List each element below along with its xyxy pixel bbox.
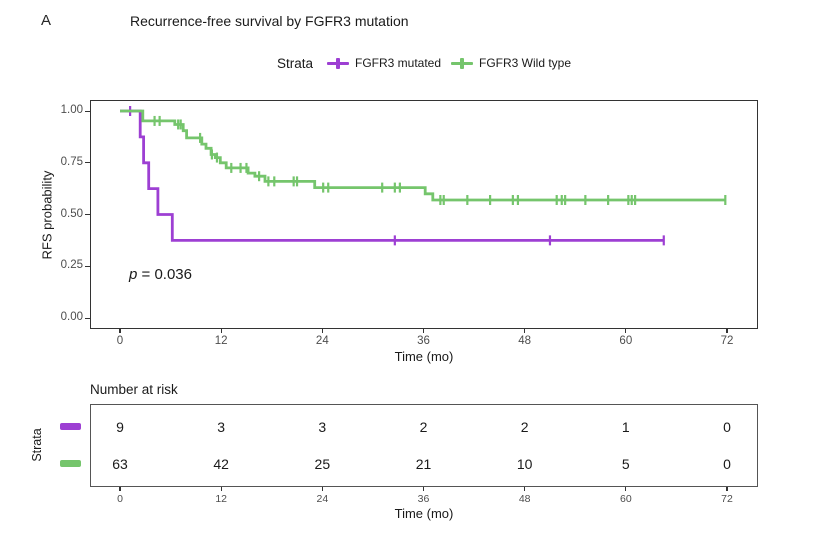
risk-count: 0 (723, 419, 731, 435)
pvalue-annotation: p = 0.036 (129, 266, 192, 283)
risk-x-tick-label: 0 (117, 493, 123, 505)
x-tick-mark (220, 329, 222, 333)
risk-table-title: Number at risk (90, 382, 178, 397)
y-tick-label: 0.50 (60, 207, 83, 220)
legend: Strata FGFR3 mutated FGFR3 Wild type (90, 50, 758, 76)
x-tick-mark (422, 329, 425, 333)
y-tick-label: 1.00 (60, 104, 83, 116)
pvalue-symbol: p (129, 266, 138, 283)
risk-x-tick-mark (524, 487, 526, 491)
risk-count: 21 (415, 456, 432, 472)
y-tick-label: 0.00 (60, 311, 83, 323)
legend-item-wildtype: FGFR3 Wild type (451, 56, 571, 70)
risk-count: 25 (314, 456, 331, 472)
y-tick-mark (85, 110, 90, 112)
risk-x-tick-label: 36 (417, 493, 430, 505)
survival-plot-panel (90, 100, 758, 329)
plot-border (90, 100, 758, 329)
y-tick-mark (85, 162, 90, 164)
y-tick-mark (85, 317, 90, 319)
risk-count: 3 (217, 419, 226, 435)
risk-count: 5 (621, 456, 630, 472)
y-tick-label: 0.75 (60, 155, 83, 168)
risk-count: 3 (318, 419, 327, 435)
risk-x-tick-label: 48 (518, 493, 531, 505)
x-axis-title: Time (mo) (394, 349, 454, 364)
risk-x-axis-title: Time (mo) (394, 506, 454, 521)
x-tick-label: 72 (720, 335, 734, 347)
risk-x-tick-mark (422, 487, 425, 491)
x-tick-label: 24 (315, 335, 329, 347)
risk-x-tick-mark (220, 487, 222, 491)
risk-table-axis-label: Strata (30, 428, 44, 462)
risk-table-panel (90, 404, 758, 487)
risk-x-tick-label: 60 (619, 493, 632, 505)
legend-title: Strata (276, 55, 313, 71)
x-tick-label: 0 (116, 335, 124, 347)
risk-x-tick-mark (321, 487, 323, 491)
x-tick-label: 36 (417, 335, 430, 347)
risk-x-tick-mark (726, 487, 728, 491)
legend-item-label: FGFR3 Wild type (479, 56, 572, 70)
risk-count: 9 (116, 419, 124, 435)
risk-x-tick-mark (625, 487, 627, 491)
x-tick-label: 12 (214, 335, 228, 347)
risk-count: 1 (621, 419, 630, 435)
strata-swatch-wildtype (60, 460, 81, 467)
x-tick-mark (119, 329, 121, 333)
risk-count: 2 (520, 419, 529, 435)
risk-x-tick-label: 24 (316, 493, 329, 505)
y-tick-mark (85, 265, 90, 267)
legend-item-mutated: FGFR3 mutated (326, 56, 442, 70)
pvalue-rest: = 0.036 (137, 266, 192, 283)
panel-label: A (41, 12, 52, 29)
risk-count: 42 (213, 456, 229, 472)
risk-count: 63 (112, 456, 128, 472)
x-tick-mark (726, 329, 728, 333)
risk-x-tick-label: 72 (721, 493, 733, 505)
y-tick-label: 0.25 (60, 259, 83, 272)
risk-x-tick-label: 12 (215, 493, 227, 505)
risk-count: 0 (723, 456, 731, 472)
x-tick-mark (625, 329, 627, 333)
x-tick-label: 48 (518, 335, 532, 347)
x-tick-label: 60 (619, 335, 633, 347)
chart-title: Recurrence-free survival by FGFR3 mutati… (130, 13, 409, 29)
risk-count: 2 (419, 419, 428, 435)
legend-item-label: FGFR3 mutated (354, 56, 442, 70)
plus-censor-icon (451, 57, 474, 70)
risk-x-tick-mark (119, 487, 121, 491)
risk-count: 10 (516, 456, 533, 472)
y-tick-mark (85, 214, 90, 216)
plus-censor-icon (326, 57, 349, 70)
strata-swatch-mutated (60, 423, 81, 430)
x-tick-mark (524, 329, 526, 333)
x-tick-mark (321, 329, 323, 333)
survival-curve-mutated (120, 109, 664, 242)
